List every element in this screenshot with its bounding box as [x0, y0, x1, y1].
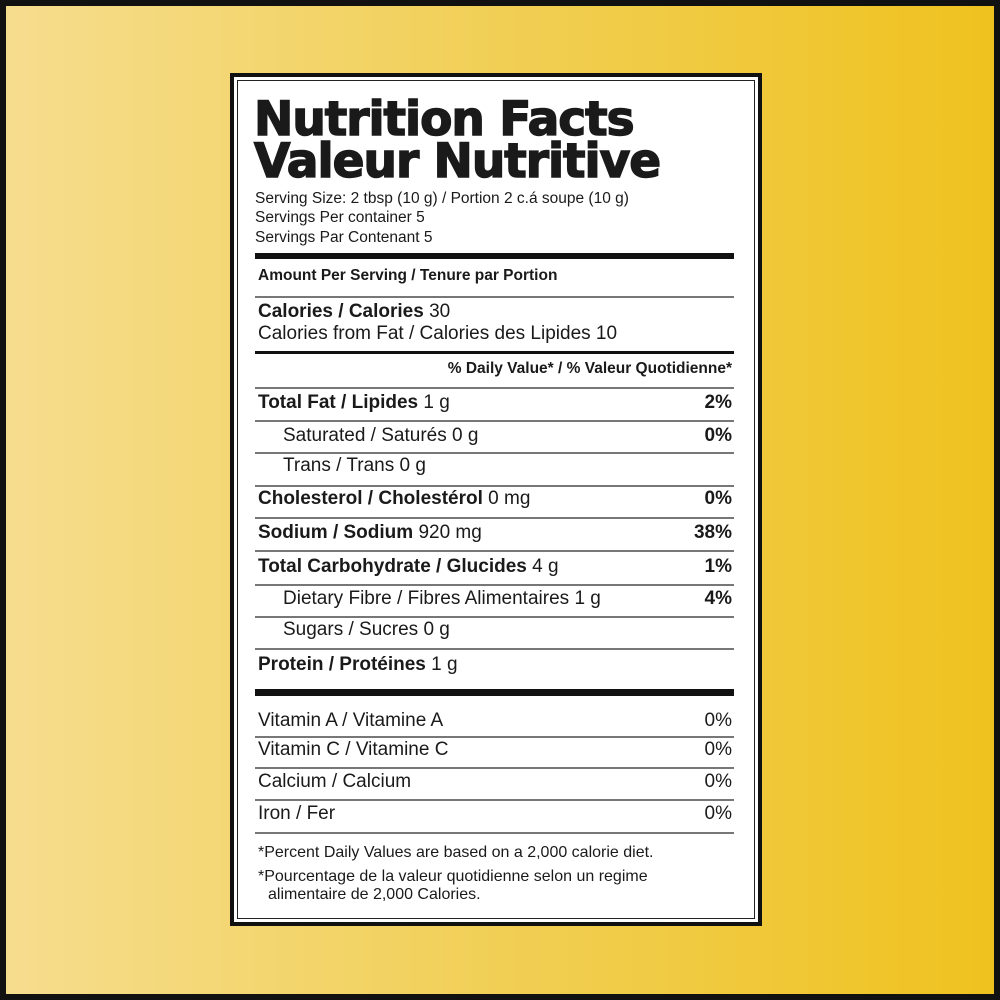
rule	[255, 420, 734, 422]
title-en: Nutrition Facts	[253, 92, 635, 147]
rule	[255, 296, 734, 298]
nutrient-row: Dietary Fibre / Fibres Alimentaires 1 g	[283, 589, 601, 608]
vitamin-dv: 0%	[704, 710, 732, 731]
nutrient-amount: 0 g	[423, 619, 450, 640]
nutrient-row: Cholesterol / Cholestérol 0 mg	[258, 489, 530, 508]
rule	[255, 832, 734, 834]
label-inner-border	[237, 80, 755, 919]
rule	[255, 767, 734, 769]
vitamin-label: Iron / Fer	[258, 803, 336, 824]
rule	[255, 584, 734, 586]
nutrient-row: Protein / Protéines 1 g	[258, 655, 458, 674]
calories-fat: Calories from Fat / Calories des Lipides…	[258, 323, 618, 344]
nutrient-amount: 1 g	[574, 588, 601, 609]
vitamin-label: Calcium / Calcium	[258, 771, 412, 792]
rule	[255, 550, 734, 552]
footnote-fr-2: alimentaire de 2,000 Calories.	[268, 886, 481, 903]
nutrient-label: Protein / Protéines	[258, 654, 426, 675]
nutrient-amount: 1 g	[423, 392, 450, 413]
nutrient-label: Total Carbohydrate / Glucides	[258, 556, 527, 577]
nutrient-amount: 0 g	[452, 425, 479, 446]
calories-value: 30	[429, 301, 451, 322]
rule	[255, 799, 734, 801]
calories-label: Calories / Calories	[258, 301, 424, 322]
nutrient-row: Total Fat / Lipides 1 g	[258, 393, 450, 412]
nutrient-amount: 4 g	[532, 556, 559, 577]
nutrient-label: Cholesterol / Cholestérol	[258, 488, 483, 509]
rule	[255, 452, 734, 454]
nutrient-row: Sugars / Sucres 0 g	[283, 620, 450, 639]
title-fr: Valeur Nutritive	[253, 134, 662, 189]
rule	[255, 253, 734, 259]
rule	[255, 648, 734, 650]
rule	[255, 517, 734, 519]
rule	[255, 689, 734, 696]
nutrient-amount: 1 g	[431, 654, 458, 675]
footnote-en: *Percent Daily Values are based on a 2,0…	[258, 844, 654, 861]
vitamin-dv: 0%	[704, 803, 732, 824]
nutrient-label: Trans / Trans	[283, 455, 395, 476]
nutrient-label: Sugars / Sucres	[283, 619, 419, 640]
nutrient-label: Total Fat / Lipides	[258, 392, 419, 413]
nutrient-label: Dietary Fibre / Fibres Alimentaires	[283, 588, 570, 609]
vitamin-dv: 0%	[704, 739, 732, 760]
nutrient-dv: 4%	[704, 588, 732, 609]
servings-en: Servings Per container 5	[255, 209, 425, 226]
rule	[255, 616, 734, 618]
rule	[255, 387, 734, 389]
rule	[255, 485, 734, 487]
nutrient-dv: 1%	[704, 556, 732, 577]
nutrient-row: Sodium / Sodium 920 mg	[258, 523, 482, 542]
footnote-fr-1: *Pourcentage de la valeur quotidienne se…	[258, 868, 648, 885]
vitamin-label: Vitamin C / Vitamine C	[258, 739, 449, 760]
calories-row: Calories / Calories 30	[258, 302, 450, 321]
nutrient-amount: 0 g	[399, 455, 426, 476]
vitamin-label: Vitamin A / Vitamine A	[258, 710, 444, 731]
nutrient-dv: 0%	[704, 488, 732, 509]
nutrient-row: Trans / Trans 0 g	[283, 456, 426, 475]
nutrient-row: Saturated / Saturés 0 g	[283, 426, 478, 445]
amount-header: Amount Per Serving / Tenure par Portion	[258, 267, 558, 284]
nutrient-amount: 920 mg	[418, 522, 482, 543]
nutrient-dv: 0%	[704, 425, 732, 446]
nutrient-dv: 2%	[704, 392, 732, 413]
nutrition-label	[230, 73, 762, 926]
dv-header: % Daily Value* / % Valeur Quotidienne*	[447, 360, 732, 377]
serving-size: Serving Size: 2 tbsp (10 g) / Portion 2 …	[255, 190, 629, 207]
nutrient-amount: 0 mg	[488, 488, 531, 509]
nutrient-label: Sodium / Sodium	[258, 522, 414, 543]
nutrient-row: Total Carbohydrate / Glucides 4 g	[258, 557, 559, 576]
rule	[255, 351, 734, 354]
rule	[255, 736, 734, 738]
nutrient-label: Saturated / Saturés	[283, 425, 447, 446]
nutrient-dv: 38%	[693, 522, 732, 543]
vitamin-dv: 0%	[704, 771, 732, 792]
servings-fr: Servings Par Contenant 5	[255, 229, 433, 246]
